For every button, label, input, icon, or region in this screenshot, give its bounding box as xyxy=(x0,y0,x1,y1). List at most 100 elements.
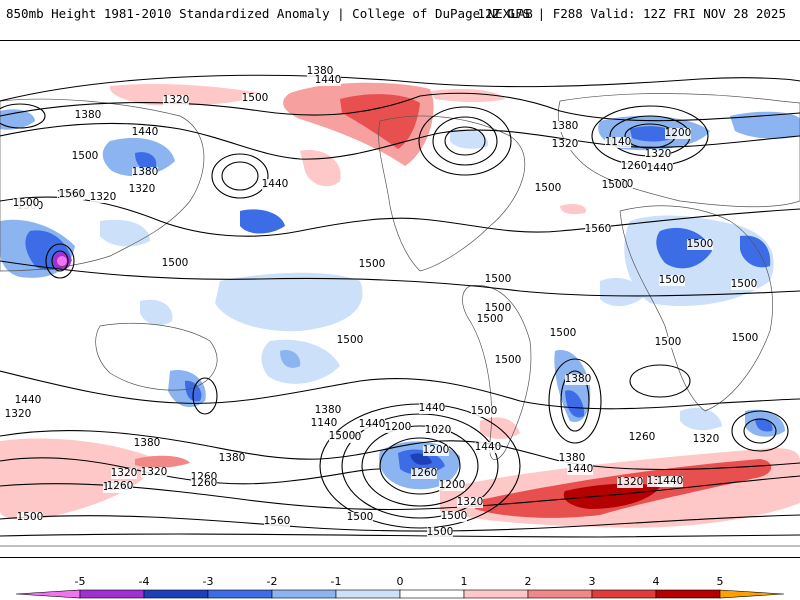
contour-label: 1260 xyxy=(107,480,134,492)
contour-label-background xyxy=(385,422,411,433)
contour-label: 1320 xyxy=(141,466,168,478)
contour-label-background xyxy=(655,337,681,348)
contour-label: 1500 xyxy=(427,526,454,538)
contour-label-background xyxy=(567,464,593,475)
contour-label-background xyxy=(219,453,245,464)
contour-label: 1320 xyxy=(90,191,117,203)
model-run-valid-time: 12Z GFS | F288 Valid: 12Z FRI NOV 28 202… xyxy=(477,6,786,21)
contour-label: 1380 xyxy=(132,166,159,178)
contour-label: 1560 xyxy=(585,223,612,235)
contour-label-background xyxy=(617,477,643,488)
contour-label: 1440 xyxy=(657,475,684,487)
colorbar-segment xyxy=(399,589,465,599)
contour-label-background xyxy=(59,189,85,200)
contour-label: 1380 xyxy=(559,452,586,464)
contour-label-background xyxy=(475,442,501,453)
map-title: 850mb Height 1981-2010 Standardized Anom… xyxy=(6,6,533,21)
contour-label-background xyxy=(621,161,647,172)
contour-label: 1380 xyxy=(134,437,161,449)
contour-label-background xyxy=(90,192,116,203)
contour-labels: 1380144015001320138015001440138013201260… xyxy=(5,65,758,538)
contour-label: 1200 xyxy=(439,479,466,491)
contour-label: 1440 xyxy=(15,394,42,406)
contour-label: 1320 xyxy=(129,183,156,195)
contour-label: 1200 xyxy=(423,444,450,456)
contour-label: 1320 xyxy=(693,433,720,445)
contour-label-background xyxy=(191,472,217,483)
colorbar-segment xyxy=(527,589,593,599)
contour-label-background xyxy=(485,274,511,285)
contour-label-background xyxy=(5,409,31,420)
contour-label-background xyxy=(329,431,355,442)
colorbar-tick-label: -4 xyxy=(138,575,150,588)
colorbar-tick-label: 2 xyxy=(524,575,532,588)
contour-label-background xyxy=(495,355,521,366)
contour-label-background xyxy=(337,335,363,346)
colorbar-tick-label: 1 xyxy=(460,575,468,588)
colorbar-tick-label: 0 xyxy=(396,575,404,588)
contour-label: 1260 xyxy=(621,160,648,172)
contour-label-background xyxy=(665,128,691,139)
contour-label-background xyxy=(629,432,655,443)
contour-label: 1140 xyxy=(605,136,632,148)
colorbar-tick-label: -5 xyxy=(74,575,86,588)
contour-label: 1440 xyxy=(359,418,386,430)
contour-label: 1500 xyxy=(337,334,364,346)
contour-label: 1500 xyxy=(162,257,189,269)
contour-label-background xyxy=(15,395,41,406)
contour-label-background xyxy=(687,239,713,250)
contour-label: 1560 xyxy=(59,188,86,200)
contour-label: 1500 xyxy=(471,405,498,417)
contour-label-background xyxy=(439,480,465,491)
colorbar-tick-label: -2 xyxy=(266,575,278,588)
contour-label-background xyxy=(471,406,497,417)
contour-label-background xyxy=(307,66,333,77)
contour-label: 1320 xyxy=(617,476,644,488)
contour-label: 1440 xyxy=(262,178,289,190)
contour-label: 1140 xyxy=(311,417,338,429)
contour-label-background xyxy=(132,127,158,138)
colorbar-bar xyxy=(15,589,785,599)
contour-label: 1500 xyxy=(13,197,40,209)
contour-label: 1500 xyxy=(72,150,99,162)
contour-label: 1500 xyxy=(485,273,512,285)
contour-label-background xyxy=(602,180,628,191)
contour-label: 1380 xyxy=(75,109,102,121)
contour-label: 1320 xyxy=(645,148,672,160)
colorbar-tick-label: 3 xyxy=(588,575,596,588)
contour-label-background xyxy=(359,259,385,270)
contour-label-background xyxy=(425,425,451,436)
contour-label-background xyxy=(315,405,341,416)
contour-label-background xyxy=(585,224,611,235)
contour-label-background xyxy=(427,527,453,538)
contour-label: 1440 xyxy=(567,463,594,475)
contour-label: 1440 xyxy=(647,162,674,174)
colorbar-tick-label: 4 xyxy=(652,575,660,588)
contour-label: 1260 xyxy=(629,431,656,443)
contour-label-background xyxy=(552,139,578,150)
contour-label: 1440 xyxy=(475,441,502,453)
contour-label: 1500 xyxy=(441,510,468,522)
colorbar-tick-label: -3 xyxy=(202,575,214,588)
contour-label: 1200 xyxy=(385,421,412,433)
contour-label-background xyxy=(419,403,445,414)
contour-label-background xyxy=(552,121,578,132)
contour-label-background xyxy=(163,95,189,106)
contour-label: 1500 xyxy=(731,278,758,290)
contour-label: 1320 xyxy=(552,138,579,150)
contour-label-background xyxy=(657,476,683,487)
contour-label: 1440 xyxy=(419,402,446,414)
contour-label-background xyxy=(559,453,585,464)
contour-label-background xyxy=(423,445,449,456)
colorbar-segment xyxy=(143,589,209,599)
contour-label-background xyxy=(264,516,290,527)
contour-label-background xyxy=(162,258,188,269)
anomaly-map[interactable]: 1380144015001320138015001440138013201260… xyxy=(0,40,800,558)
contour-label: 1500 xyxy=(550,327,577,339)
contour-label: 1500 xyxy=(659,274,686,286)
contour-label-background xyxy=(132,167,158,178)
colorbar-arrow-high xyxy=(719,589,785,599)
contour-label: 1500 xyxy=(535,182,562,194)
contour-label-background xyxy=(347,512,373,523)
colorbar-segment xyxy=(335,589,401,599)
